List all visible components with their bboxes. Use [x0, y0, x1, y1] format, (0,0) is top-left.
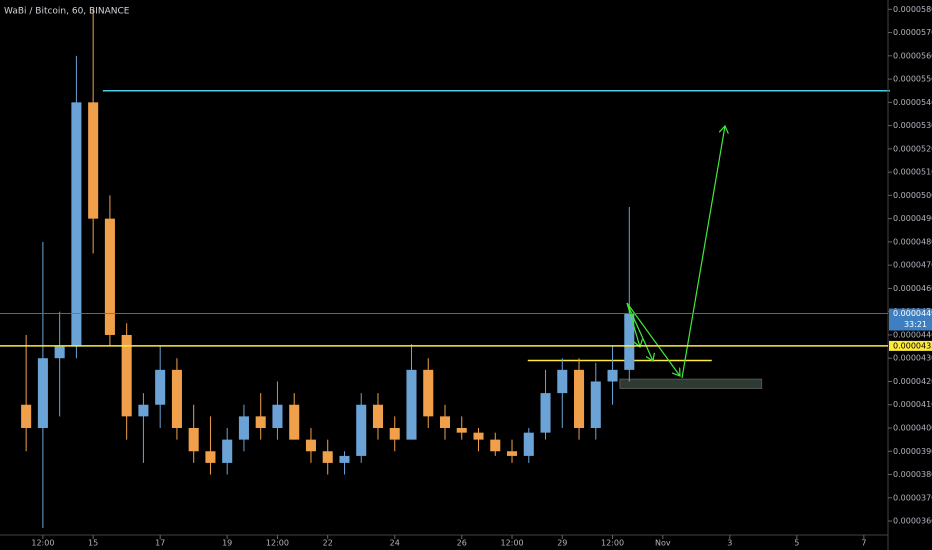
y-tick-label: 0.00005600 [893, 51, 932, 60]
x-tick-label: 22 [323, 539, 333, 548]
chart-title: WaBi / Bitcoin, 60, BINANCE [4, 7, 130, 17]
x-tick-label: 5 [794, 539, 799, 548]
x-tick-label: 12:00 [266, 539, 289, 548]
y-tick-label: 0.00004000 [893, 424, 932, 433]
y-tick-label: 0.00004400 [893, 330, 932, 339]
y-tick-label: 0.00005700 [893, 28, 932, 37]
y-tick-label: 0.00005300 [893, 121, 932, 130]
candle-body [339, 455, 350, 463]
arrow [681, 126, 725, 379]
x-tick-label: 12:00 [601, 539, 624, 548]
price-label-box [889, 340, 932, 351]
candle-body [456, 428, 467, 433]
y-tick-label: 0.00005500 [893, 75, 932, 84]
x-tick-label: 12:00 [500, 539, 523, 548]
candle-body [523, 432, 534, 456]
price-label: 0.00004353 [893, 341, 932, 350]
arrow [626, 302, 640, 347]
price-label: 0.00004492 [893, 309, 932, 318]
arrow [626, 302, 653, 361]
y-tick-label: 0.00005800 [893, 5, 932, 14]
candle-body [439, 416, 451, 428]
x-tick-label: 7 [861, 539, 866, 548]
trend-arrows [626, 126, 725, 379]
y-tick-label: 0.00004300 [893, 354, 932, 363]
candle-body [71, 102, 82, 347]
y-tick-label: 0.00003800 [893, 470, 932, 479]
y-tick-label: 0.00003900 [893, 447, 932, 456]
arrow [626, 302, 680, 376]
candle-body [389, 428, 400, 440]
candle-body [289, 404, 300, 440]
candle-body [238, 416, 249, 440]
y-tick-label: 0.00003700 [893, 493, 932, 502]
y-tick-label: 0.00003600 [893, 517, 932, 526]
candle-body [506, 451, 518, 456]
candle-body [473, 432, 484, 440]
countdown-label: 33:21 [904, 320, 927, 329]
candle-body [121, 334, 132, 417]
candle-body [171, 369, 182, 428]
x-tick-label: 17 [155, 539, 165, 548]
zone [619, 378, 763, 389]
candle-body [88, 102, 99, 219]
candle-body [305, 439, 316, 452]
candle-body [104, 218, 115, 335]
y-tick-label: 0.00004700 [893, 261, 932, 270]
candle-body [155, 369, 166, 405]
x-tick-label: 24 [390, 539, 400, 548]
x-tick-label: 12:00 [31, 539, 54, 548]
candle-body [490, 439, 501, 452]
price-label-box [889, 308, 932, 331]
candle-body [540, 393, 551, 433]
candle-body [138, 404, 149, 417]
candle-body [423, 369, 434, 417]
candle-body [222, 439, 233, 463]
x-tick-label: 26 [457, 539, 467, 548]
y-tick-label: 0.00004600 [893, 284, 932, 293]
candle-body [406, 369, 417, 440]
x-tick-label: 3 [727, 539, 732, 548]
candle-body [255, 416, 266, 428]
candle-body [624, 313, 635, 370]
candle-body [557, 369, 568, 394]
plot-area [21, 9, 890, 529]
candle-body [607, 369, 618, 382]
x-tick-label: 29 [557, 539, 567, 548]
y-tick-label: 0.00005100 [893, 168, 932, 177]
x-tick-label: 19 [222, 539, 232, 548]
candle-body [188, 428, 199, 452]
x-tick-label: 15 [88, 539, 98, 548]
candle-body [54, 346, 65, 359]
candle-body [21, 404, 32, 428]
y-tick-label: 0.00004800 [893, 237, 932, 246]
candle-body [205, 451, 216, 463]
candle-body [372, 404, 384, 428]
candle-body [356, 404, 367, 456]
x-tick-label: Nov [655, 539, 671, 548]
candle-body [574, 369, 585, 428]
candle-body [272, 404, 283, 428]
y-tick-label: 0.00005200 [893, 144, 932, 153]
y-tick-label: 0.00004100 [893, 400, 932, 409]
y-tick-label: 0.00005400 [893, 98, 932, 107]
candle-body [322, 451, 333, 463]
y-tick-label: 0.00004200 [893, 377, 932, 386]
y-tick-label: 0.00004900 [893, 214, 932, 223]
candle-body [590, 381, 601, 428]
y-tick-label: 0.00005000 [893, 191, 932, 200]
candle-body [37, 358, 48, 428]
